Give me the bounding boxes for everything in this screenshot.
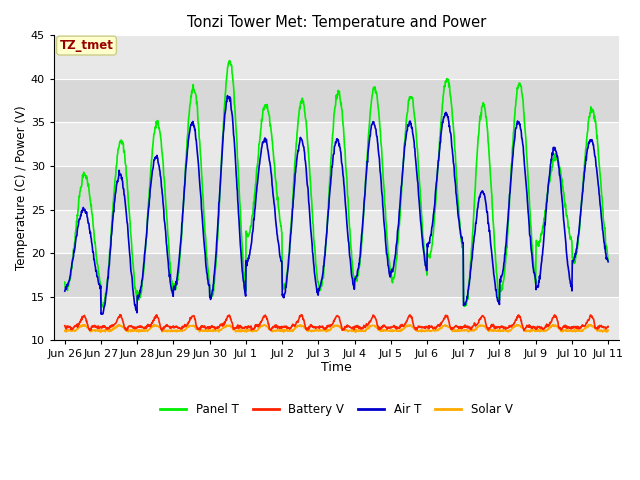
Panel T [100, 304, 108, 310]
Battery V [422, 325, 429, 331]
Battery V [182, 323, 190, 328]
Solar V [421, 328, 429, 334]
Panel T [225, 58, 233, 63]
X-axis label: Time: Time [321, 360, 352, 373]
Battery V [541, 325, 548, 331]
Battery V [604, 324, 612, 329]
Panel T [182, 156, 190, 162]
Air T [61, 288, 68, 294]
Solar V [352, 329, 360, 335]
Bar [54, 253, 619, 297]
Panel T [422, 261, 429, 267]
Solar V [492, 327, 500, 333]
Solar V [168, 328, 176, 334]
Panel T [493, 270, 500, 276]
Line: Battery V: Battery V [65, 315, 608, 331]
Air T [493, 289, 500, 295]
Bar [54, 210, 619, 253]
Title: Tonzi Tower Met: Temperature and Power: Tonzi Tower Met: Temperature and Power [187, 15, 486, 30]
Line: Solar V: Solar V [65, 324, 608, 332]
Solar V [549, 322, 557, 327]
Solar V [182, 326, 189, 332]
Air T [604, 259, 612, 264]
Bar [54, 36, 619, 79]
Solar V [540, 327, 548, 333]
Panel T [243, 231, 251, 237]
Panel T [61, 279, 68, 285]
Air T [243, 259, 251, 265]
Legend: Panel T, Battery V, Air T, Solar V: Panel T, Battery V, Air T, Solar V [156, 398, 517, 420]
Battery V [493, 325, 500, 331]
Battery V [170, 323, 177, 329]
Air T [182, 164, 190, 169]
Bar [54, 166, 619, 210]
Air T [541, 229, 548, 235]
Bar [54, 297, 619, 340]
Battery V [61, 323, 68, 328]
Air T [224, 93, 232, 98]
Line: Air T: Air T [65, 96, 608, 314]
Battery V [243, 325, 251, 331]
Solar V [61, 328, 68, 334]
Air T [422, 263, 429, 268]
Bar [54, 122, 619, 166]
Solar V [604, 328, 612, 334]
Air T [169, 291, 177, 297]
Panel T [169, 285, 177, 291]
Air T [97, 311, 105, 317]
Solar V [243, 328, 250, 334]
Battery V [158, 328, 166, 334]
Bar [54, 79, 619, 122]
Line: Panel T: Panel T [65, 60, 608, 307]
Panel T [604, 257, 612, 263]
Y-axis label: Temperature (C) / Power (V): Temperature (C) / Power (V) [15, 106, 28, 270]
Battery V [116, 312, 124, 318]
Text: TZ_tmet: TZ_tmet [60, 39, 113, 52]
Panel T [541, 217, 548, 223]
